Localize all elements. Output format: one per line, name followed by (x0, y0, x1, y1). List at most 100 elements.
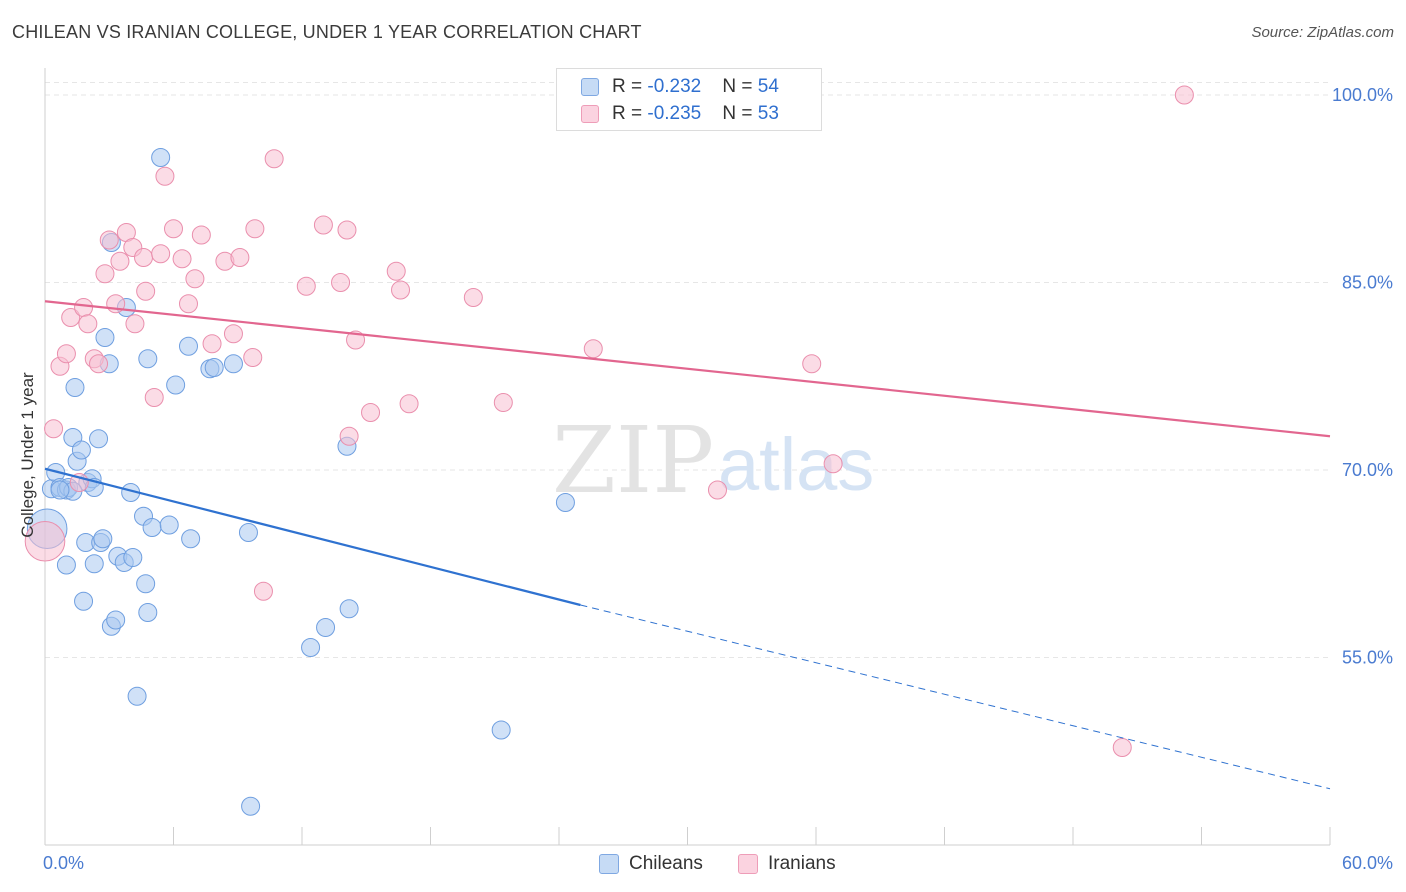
data-point (93, 529, 113, 549)
series-label-chileans: Chileans (629, 853, 703, 874)
data-point (178, 336, 198, 356)
data-point (74, 591, 94, 611)
correlation-legend: R = -0.232 N = 54 R = -0.235 N = 53 (556, 68, 822, 131)
chart-title: CHILEAN VS IRANIAN COLLEGE, UNDER 1 YEAR… (12, 22, 642, 42)
r-value-chileans: -0.232 (647, 76, 702, 97)
data-point (110, 251, 130, 271)
data-point (155, 166, 175, 186)
data-point (316, 618, 336, 637)
y-tick-label: 55.0% (1342, 648, 1393, 668)
data-point (204, 358, 224, 377)
data-point (185, 269, 205, 289)
data-point (65, 378, 85, 397)
data-point (339, 599, 359, 619)
data-point (583, 339, 603, 359)
r-value-iranians: -0.235 (647, 103, 702, 124)
data-point (245, 219, 265, 239)
series-legend-chileans[interactable]: Chileans (599, 852, 703, 876)
data-point (463, 288, 483, 307)
data-point (172, 249, 192, 269)
data-point (144, 388, 164, 407)
data-point (399, 394, 419, 414)
data-point (106, 610, 126, 630)
data-point (264, 149, 284, 169)
data-point (125, 314, 145, 334)
data-point (50, 480, 70, 500)
data-point (296, 276, 316, 296)
data-point (166, 375, 186, 395)
data-point (243, 348, 263, 367)
data-point (138, 349, 158, 369)
data-point (802, 354, 822, 374)
data-point (95, 264, 115, 284)
data-point (361, 403, 381, 422)
data-point (223, 324, 243, 344)
data-point (230, 248, 250, 267)
data-point (89, 354, 109, 374)
data-point (337, 220, 357, 240)
source-label: Source: ZipAtlas.com (1251, 24, 1394, 41)
data-point (71, 440, 91, 460)
data-point (89, 429, 109, 449)
data-point (56, 555, 76, 575)
legend-swatch-iranians (581, 105, 599, 123)
n-label: N = (722, 76, 758, 97)
data-point (123, 548, 143, 567)
n-label: N = (722, 103, 758, 124)
data-point (178, 294, 198, 314)
data-point (61, 308, 81, 327)
data-point (56, 344, 76, 364)
data-point (238, 523, 258, 542)
data-point (136, 574, 156, 594)
x-tick-label: 0.0% (43, 853, 84, 873)
data-point (301, 638, 321, 657)
y-axis-label: College, Under 1 year (18, 372, 37, 538)
data-point (44, 419, 64, 439)
data-point (386, 261, 406, 281)
data-point (391, 280, 411, 300)
data-point (127, 686, 147, 706)
series-legend-iranians[interactable]: Iranians (738, 852, 836, 876)
data-point (241, 796, 261, 816)
data-point (823, 454, 843, 474)
legend-row-chileans: R = -0.232 N = 54 (581, 76, 779, 98)
watermark: ZIP atlas (552, 407, 874, 514)
y-tick-label: 85.0% (1342, 273, 1393, 293)
data-point (223, 354, 243, 374)
tick-labels: 55.0% 70.0% 85.0% 100.0% 0.0% 60.0% (43, 85, 1393, 873)
data-point (159, 515, 179, 535)
data-point (84, 554, 104, 574)
n-value-chileans: 54 (757, 76, 779, 97)
data-point (134, 248, 154, 267)
legend-row-iranians: R = -0.235 N = 53 (581, 103, 779, 125)
n-value-iranians: 53 (757, 103, 779, 124)
trend-lines (44, 300, 1331, 790)
trend-line-iranians (44, 300, 1331, 438)
watermark-atlas: atlas (718, 423, 874, 506)
legend-swatch-chileans (581, 78, 599, 96)
x-tick-label: 60.0% (1342, 853, 1393, 873)
data-point (202, 334, 222, 354)
data-point (95, 328, 115, 347)
data-point (491, 720, 511, 740)
data-point (99, 230, 119, 250)
data-point (136, 281, 156, 301)
watermark-zip: ZIP (552, 407, 714, 514)
data-point (253, 581, 273, 601)
data-point (24, 520, 66, 562)
data-point (339, 426, 359, 446)
series-label-iranians: Iranians (768, 853, 836, 874)
data-point (151, 244, 171, 264)
r-label: R = (612, 76, 648, 97)
data-point (707, 480, 727, 500)
data-point (191, 225, 211, 245)
data-point (493, 393, 513, 412)
data-point (1112, 738, 1132, 757)
data-point (138, 603, 158, 622)
data-point (164, 219, 183, 239)
axes (44, 68, 1331, 846)
data-point (151, 148, 171, 167)
y-tick-label: 70.0% (1342, 460, 1393, 480)
trend-extension-chileans (580, 604, 1331, 790)
